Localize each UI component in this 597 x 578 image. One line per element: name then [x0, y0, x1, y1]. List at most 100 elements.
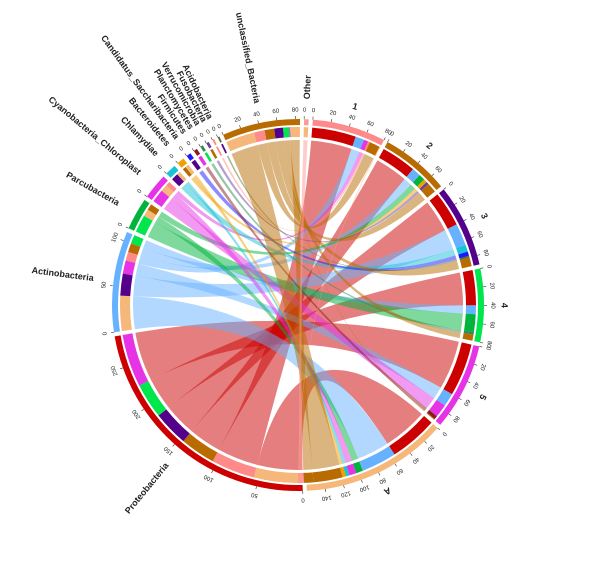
- chord-ribbon: [299, 140, 308, 470]
- chord-ribbons: [132, 140, 463, 470]
- sector-link-band: [340, 466, 346, 478]
- axis-tick: [474, 364, 478, 366]
- axis-tick: [378, 472, 381, 476]
- sector-band: [303, 119, 309, 126]
- tick-label: 0: [178, 145, 185, 152]
- sector-band: [439, 189, 480, 266]
- tick-label: 0: [312, 108, 316, 114]
- sector-link-band: [465, 305, 476, 315]
- tick-label: 250: [110, 364, 119, 376]
- axis-tick: [343, 485, 345, 489]
- sector-label-parcubacteria: Parcubacteria: [64, 170, 122, 208]
- sector-link-band: [429, 194, 457, 229]
- tick-label: 100: [358, 483, 370, 492]
- tick-label: 100: [111, 231, 120, 243]
- axis-tick: [204, 140, 207, 144]
- sector-link-band: [216, 146, 223, 156]
- tick-label: 0: [199, 132, 205, 139]
- sector-band: [128, 199, 150, 231]
- axis-tick: [184, 153, 187, 157]
- sector-link-band: [183, 433, 218, 462]
- sector-link-band: [462, 332, 474, 341]
- sector-link-band: [125, 251, 138, 263]
- sector-link-band: [389, 416, 432, 455]
- sector-band: [114, 335, 303, 491]
- sector-link-band: [283, 127, 290, 138]
- tick-label: 20: [488, 282, 495, 290]
- tick-label: 40: [467, 213, 476, 222]
- sector-link-band: [447, 224, 466, 249]
- tick-label: 20: [425, 443, 434, 452]
- axis-tick: [349, 123, 351, 127]
- sector-link-band: [212, 452, 257, 478]
- axis-tick: [216, 134, 218, 138]
- sector-link-band: [443, 342, 472, 395]
- sector-link-band: [128, 243, 141, 255]
- tick-label: 40: [253, 111, 261, 118]
- sector-label-2: 2: [424, 140, 434, 151]
- sector-link-band: [360, 139, 369, 151]
- sector-link-band: [120, 273, 133, 297]
- tick-label: 60: [366, 120, 375, 128]
- axis-tick: [480, 267, 484, 269]
- sector-band: [112, 231, 133, 333]
- sector-link-band: [130, 235, 144, 247]
- sector-link-band: [254, 130, 267, 143]
- axis-tick: [210, 137, 213, 141]
- sector-label-1: 1: [351, 101, 359, 112]
- sector-link-band: [312, 467, 343, 483]
- tick-label: 0: [211, 126, 217, 133]
- axis-tick: [480, 342, 484, 344]
- axis-tick: [164, 171, 167, 174]
- chord-ribbon: [181, 183, 456, 271]
- axis-tick: [255, 486, 257, 490]
- sector-link-band: [253, 467, 303, 483]
- tick-label: 50: [101, 281, 108, 289]
- sector-link-band: [210, 148, 218, 159]
- chord-ribbon: [191, 177, 418, 246]
- tick-label: 60: [433, 165, 442, 174]
- axis-tick: [471, 236, 475, 238]
- sector-link-band: [144, 209, 157, 221]
- tick-label: 60: [488, 321, 495, 329]
- sector-label-proteobacteria: Proteobacteria: [123, 460, 171, 516]
- tick-label: 20: [457, 196, 466, 205]
- sector-band: [200, 145, 206, 152]
- tick-label: 20: [404, 140, 413, 149]
- tick-label: 0: [137, 188, 144, 195]
- tick-label: 0: [206, 129, 212, 136]
- chord-ribbon: [135, 320, 459, 388]
- sector-label-actinobacteria: Actinobacteria: [31, 265, 95, 283]
- tick-label: 60: [462, 398, 471, 407]
- chord-ribbon: [135, 263, 441, 399]
- axis-tick: [383, 137, 386, 141]
- sector-link-band: [153, 190, 170, 208]
- sector-link-band: [182, 167, 192, 177]
- sector-label-cyanobacteria_chloroplast: Cyanobacteria_Chloroplast: [47, 94, 143, 176]
- sector-link-band: [346, 463, 357, 476]
- tick-label: 0: [169, 153, 176, 160]
- sector-band: [146, 176, 168, 201]
- axis-tick: [144, 194, 148, 197]
- chord-ribbon: [143, 240, 463, 314]
- sector-link-band: [352, 461, 363, 474]
- sector-link-band: [122, 260, 136, 276]
- axis-tick: [443, 187, 447, 190]
- sector-link-band: [374, 146, 381, 157]
- axis-tick: [120, 239, 124, 241]
- tick-label: 80: [292, 108, 299, 114]
- tick-label: 20: [234, 116, 243, 124]
- axis-tick: [417, 160, 421, 164]
- sector-link-band: [120, 295, 132, 332]
- tick-label: 60: [394, 467, 403, 476]
- sector-link-band: [139, 381, 167, 416]
- sector-link-band: [264, 128, 276, 141]
- sector-link-band: [303, 127, 309, 138]
- sector-band: [217, 136, 222, 143]
- tick-label: 0: [301, 496, 305, 502]
- chord-ribbon: [231, 145, 340, 470]
- sector-label-5: 5: [477, 393, 488, 402]
- tick-label: 0: [157, 164, 164, 171]
- sector-band: [166, 165, 179, 178]
- axis-tick: [458, 397, 462, 400]
